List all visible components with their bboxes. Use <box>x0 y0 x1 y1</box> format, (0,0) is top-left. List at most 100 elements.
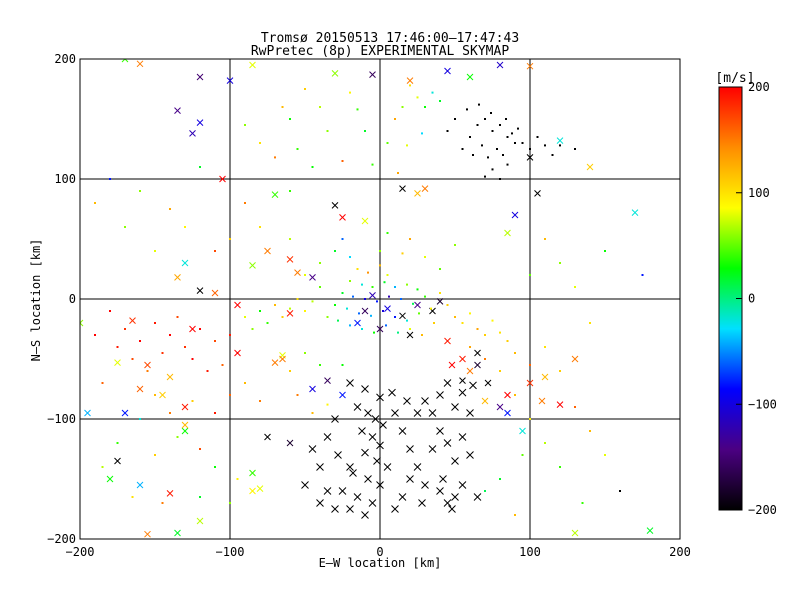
data-dot <box>416 96 419 99</box>
data-cross <box>368 499 377 507</box>
data-dot <box>439 100 441 102</box>
data-cross <box>413 409 422 417</box>
data-cross <box>211 289 219 297</box>
data-cross <box>181 259 189 267</box>
data-dot <box>401 106 404 108</box>
data-dot <box>409 84 411 87</box>
data-cross <box>443 379 452 387</box>
data-dot <box>124 328 126 330</box>
data-dot <box>161 502 164 504</box>
data-dot <box>364 298 366 300</box>
data-dot <box>94 202 96 204</box>
data-dot <box>476 124 479 126</box>
data-dot <box>229 334 231 336</box>
data-dot <box>131 358 134 360</box>
data-dot <box>199 166 201 168</box>
data-cross <box>519 427 526 435</box>
data-dot <box>236 478 239 480</box>
data-dot <box>484 118 486 120</box>
data-cross <box>196 517 204 525</box>
data-cross <box>80 319 84 327</box>
data-cross <box>279 355 286 363</box>
data-dot <box>349 91 351 94</box>
data-dot <box>424 295 426 298</box>
data-dot <box>446 130 449 132</box>
data-dot <box>244 124 246 126</box>
data-dot <box>431 91 434 94</box>
data-cross <box>406 475 414 483</box>
data-cross <box>353 493 362 501</box>
data-cross <box>339 214 346 221</box>
data-dot <box>341 292 344 294</box>
data-dot <box>514 514 516 516</box>
data-dot <box>349 280 351 282</box>
data-dot <box>296 298 299 300</box>
data-dot <box>424 106 426 108</box>
data-cross <box>361 448 369 457</box>
data-dot <box>214 250 216 252</box>
data-cross <box>398 427 407 435</box>
data-cross <box>323 433 332 441</box>
data-cross <box>181 421 189 429</box>
data-dot <box>446 304 449 306</box>
data-cross <box>249 61 256 69</box>
data-dot <box>478 103 480 106</box>
data-dot <box>244 316 246 318</box>
data-dot <box>319 106 321 108</box>
data-dot <box>289 118 291 120</box>
data-dot <box>214 466 216 468</box>
colorbar-tick-label: −100 <box>748 397 777 411</box>
data-cross <box>271 191 279 198</box>
x-tick-label: 200 <box>669 545 691 559</box>
colorbar-tick-label: 200 <box>748 80 770 94</box>
data-cross <box>504 229 511 237</box>
data-dot <box>551 154 554 156</box>
data-dot <box>154 250 156 252</box>
data-cross <box>196 287 204 294</box>
data-cross <box>174 107 181 114</box>
data-dot <box>454 118 456 120</box>
data-cross <box>391 505 399 513</box>
data-cross <box>174 529 181 537</box>
data-dot <box>367 271 369 274</box>
data-cross <box>286 256 294 263</box>
data-dot <box>326 130 329 132</box>
data-dot <box>421 334 423 336</box>
data-dot <box>394 316 396 318</box>
data-cross <box>383 463 392 471</box>
data-dot <box>514 142 516 144</box>
data-cross <box>444 337 451 345</box>
data-dot <box>496 148 498 150</box>
data-cross <box>226 77 234 84</box>
data-dot <box>514 352 516 354</box>
data-dot <box>484 175 486 178</box>
data-dot <box>454 244 456 246</box>
data-dot <box>385 324 387 327</box>
data-cross <box>474 349 481 357</box>
chart-subtitle: RwPretec (8p) EXPERIMENTAL SKYMAP <box>251 44 509 59</box>
data-dot <box>439 268 441 270</box>
data-dot <box>259 226 261 228</box>
data-dot <box>382 310 384 312</box>
data-dot <box>176 436 179 438</box>
data-cross <box>353 403 362 411</box>
data-cross <box>466 367 474 375</box>
data-dot <box>289 190 291 192</box>
data-cross <box>538 397 546 405</box>
data-dot <box>511 132 513 135</box>
data-dot <box>356 108 359 111</box>
data-dot <box>371 163 374 166</box>
data-cross <box>443 499 452 507</box>
data-dot <box>361 283 363 286</box>
data-cross <box>346 463 354 471</box>
data-dot <box>259 310 261 312</box>
colorbar-tick-label: −200 <box>748 503 777 517</box>
data-cross <box>84 409 91 417</box>
data-cross <box>391 409 399 417</box>
data-cross <box>331 202 339 209</box>
data-dot <box>491 168 494 171</box>
data-cross <box>166 490 174 497</box>
data-dot <box>406 283 408 286</box>
data-cross <box>414 301 421 309</box>
